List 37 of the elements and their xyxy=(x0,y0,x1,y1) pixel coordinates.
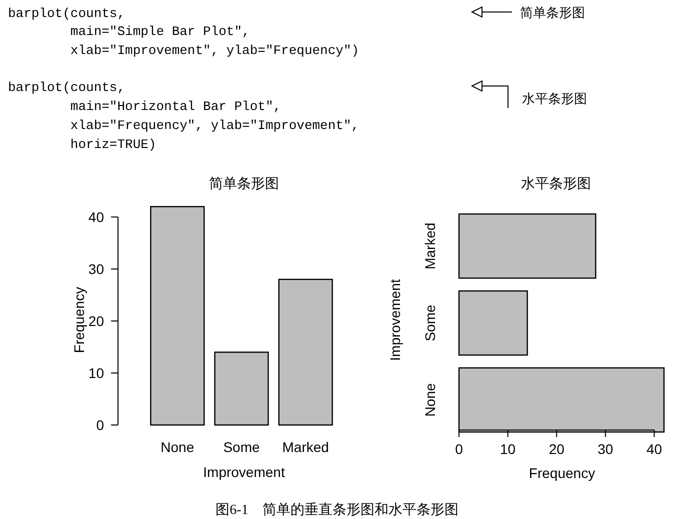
bar xyxy=(278,278,333,426)
text: xlab="Improvement", ylab="Frequency") xyxy=(8,43,360,58)
y-axis-title: Frequency xyxy=(71,286,87,354)
text: xlab="Frequency", ylab="Improvement", xyxy=(8,118,360,133)
y-tick-label: 30 xyxy=(88,261,104,277)
y-tick-label: 10 xyxy=(88,365,104,381)
x-tick-label: Marked xyxy=(282,439,329,455)
text: 简单条形图 xyxy=(520,5,585,20)
text: barplot(counts, xyxy=(8,6,126,21)
caption: 图6-1 简单的垂直条形图和水平条形图 xyxy=(216,502,458,518)
x-tick-label: 30 xyxy=(598,441,614,457)
y-tick-label: None xyxy=(422,382,438,417)
bar xyxy=(458,290,528,356)
y-tick-label: 20 xyxy=(88,313,104,329)
text: 水平条形图 xyxy=(522,91,587,106)
y-tick-label: 40 xyxy=(88,209,104,225)
x-tick-label: 40 xyxy=(646,441,662,457)
x-tick-label: 20 xyxy=(548,441,565,457)
chart-title: 水平条形图 xyxy=(521,176,591,192)
y-axis-title: Improvement xyxy=(387,279,403,361)
text: barplot(counts, xyxy=(8,80,126,95)
y-tick-label: Some xyxy=(422,304,438,342)
x-tick-label: 10 xyxy=(500,441,516,457)
text: main="Simple Bar Plot", xyxy=(8,24,250,39)
text: main="Horizontal Bar Plot", xyxy=(8,99,282,114)
x-tick-label: None xyxy=(160,439,194,455)
bar xyxy=(214,352,269,426)
chart-title: 简单条形图 xyxy=(209,176,279,192)
x-axis-title: Improvement xyxy=(203,464,285,480)
text: horiz=TRUE) xyxy=(8,137,156,152)
x-tick-label: Some xyxy=(223,439,260,455)
bar xyxy=(150,206,205,426)
x-axis-title: Frequency xyxy=(528,465,596,481)
y-tick-label: 0 xyxy=(96,417,104,433)
x-tick-label: 0 xyxy=(455,441,464,457)
y-tick-label: Marked xyxy=(422,222,438,270)
bar xyxy=(458,213,596,279)
